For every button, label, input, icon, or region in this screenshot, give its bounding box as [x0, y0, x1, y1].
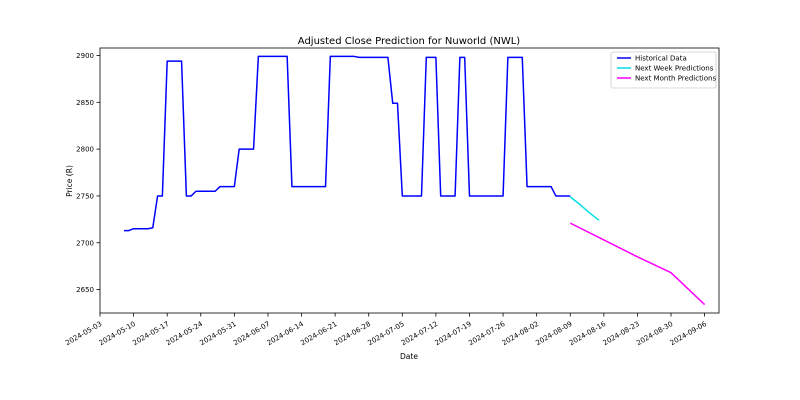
series-line-historical-data: [123, 55, 571, 232]
legend: Historical Data Next Week Predictions Ne…: [610, 51, 717, 89]
y-tick-label: 2650: [76, 286, 94, 294]
series-line-next-month-predictions: [569, 222, 706, 306]
legend-label-historical: Historical Data: [635, 55, 687, 63]
y-tick-label: 2750: [76, 192, 94, 200]
y-axis-label: Price (R): [65, 165, 74, 197]
legend-box: [610, 51, 717, 89]
y-tick-label: 2800: [76, 146, 94, 154]
y-tick-label: 2850: [76, 99, 94, 107]
x-axis-label: Date: [400, 352, 418, 361]
y-tick-label: 2900: [76, 52, 94, 60]
legend-label-next-week: Next Week Predictions: [635, 65, 714, 73]
series-line-next-week-predictions: [569, 196, 600, 221]
plot-frame: [99, 47, 720, 314]
legend-label-next-month: Next Month Predictions: [635, 75, 716, 83]
chart-title: Adjusted Close Prediction for Nuworld (N…: [298, 36, 521, 47]
series-layer: [123, 55, 706, 306]
y-tick-label: 2700: [76, 239, 94, 247]
